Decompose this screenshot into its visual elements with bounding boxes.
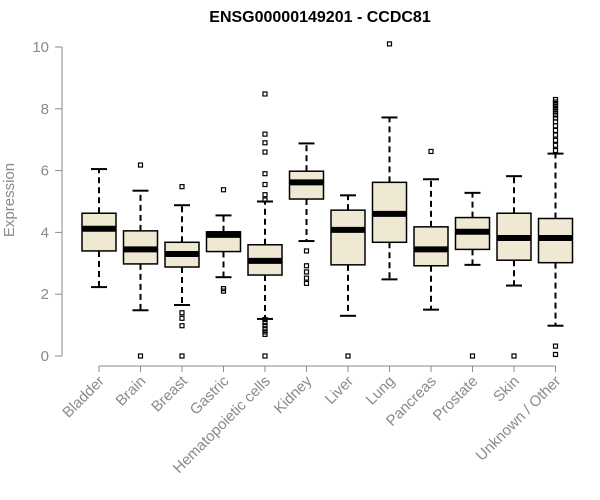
category-label: Skin bbox=[490, 373, 523, 406]
box-group bbox=[496, 175, 532, 359]
box-group bbox=[288, 142, 325, 286]
outlier-point bbox=[179, 353, 185, 359]
box-group bbox=[247, 91, 283, 359]
category-label: Prostate bbox=[430, 373, 482, 425]
y-tick-label: 0 bbox=[41, 348, 49, 365]
outlier-point bbox=[262, 326, 268, 332]
outlier-point bbox=[303, 248, 310, 254]
outlier-point bbox=[428, 148, 434, 155]
outlier-point bbox=[262, 181, 268, 188]
outlier-point bbox=[179, 184, 185, 190]
outlier-point bbox=[262, 316, 268, 323]
outlier-point bbox=[552, 112, 559, 118]
outlier-point bbox=[262, 320, 268, 326]
category-label: Bladder bbox=[59, 373, 108, 422]
outlier-point bbox=[552, 142, 559, 148]
outlier-point bbox=[552, 137, 559, 143]
outlier-point bbox=[303, 280, 310, 286]
outlier-point bbox=[552, 343, 559, 349]
outlier-point bbox=[303, 275, 310, 281]
category-label: Kidney bbox=[271, 372, 316, 417]
box-group bbox=[330, 194, 366, 359]
outlier-point bbox=[345, 353, 351, 359]
y-tick-label: 6 bbox=[41, 163, 49, 180]
outlier-point bbox=[552, 351, 559, 358]
outlier-point bbox=[303, 269, 310, 275]
iqr-box bbox=[330, 209, 366, 266]
outlier-point bbox=[220, 187, 227, 193]
y-tick-label: 8 bbox=[41, 101, 49, 118]
outlier-point bbox=[262, 331, 268, 337]
outlier-point bbox=[262, 131, 268, 137]
y-tick-label: 2 bbox=[41, 286, 49, 303]
box-group bbox=[371, 41, 408, 281]
outlier-point bbox=[552, 119, 559, 125]
outlier-point bbox=[386, 41, 393, 47]
outlier-point bbox=[262, 192, 268, 198]
outlier-point bbox=[262, 353, 268, 359]
outlier-point bbox=[552, 132, 559, 138]
outlier-point bbox=[469, 353, 476, 359]
outlier-point bbox=[552, 123, 559, 129]
box-group bbox=[537, 96, 574, 358]
box-group bbox=[164, 184, 200, 359]
outlier-point bbox=[179, 323, 185, 329]
category-label: Brain bbox=[113, 373, 150, 410]
y-tick-label: 4 bbox=[41, 224, 49, 241]
category-label: Liver bbox=[322, 373, 357, 408]
category-label: Lung bbox=[363, 373, 399, 409]
box-series bbox=[81, 41, 574, 359]
iqr-box bbox=[81, 212, 117, 252]
outlier-point bbox=[552, 109, 559, 115]
outlier-point bbox=[220, 288, 227, 294]
box-group bbox=[454, 191, 491, 359]
outlier-point bbox=[262, 197, 268, 203]
box-group bbox=[81, 168, 117, 289]
outlier-point bbox=[511, 353, 517, 359]
y-axis: 0 2 4 6 8 10 bbox=[32, 39, 63, 365]
outlier-point bbox=[262, 91, 268, 97]
outlier-point bbox=[303, 263, 310, 269]
y-tick-label: 10 bbox=[32, 39, 49, 56]
chart-title: ENSG00000149201 - CCDC81 bbox=[209, 9, 431, 26]
outlier-point bbox=[137, 162, 144, 168]
box-group bbox=[205, 187, 242, 294]
outlier-point bbox=[179, 310, 185, 316]
outlier-point bbox=[552, 147, 559, 154]
outlier-point bbox=[262, 140, 268, 146]
outlier-point bbox=[137, 353, 144, 359]
outlier-point bbox=[552, 127, 559, 134]
category-label: Breast bbox=[148, 372, 191, 415]
outlier-point bbox=[179, 315, 185, 321]
box-group bbox=[122, 162, 159, 359]
outlier-point bbox=[262, 171, 268, 177]
outlier-point bbox=[262, 323, 268, 329]
box-group bbox=[413, 148, 449, 311]
iqr-box bbox=[413, 226, 449, 267]
outlier-point bbox=[262, 149, 268, 155]
y-axis-label: Expression bbox=[1, 163, 18, 237]
